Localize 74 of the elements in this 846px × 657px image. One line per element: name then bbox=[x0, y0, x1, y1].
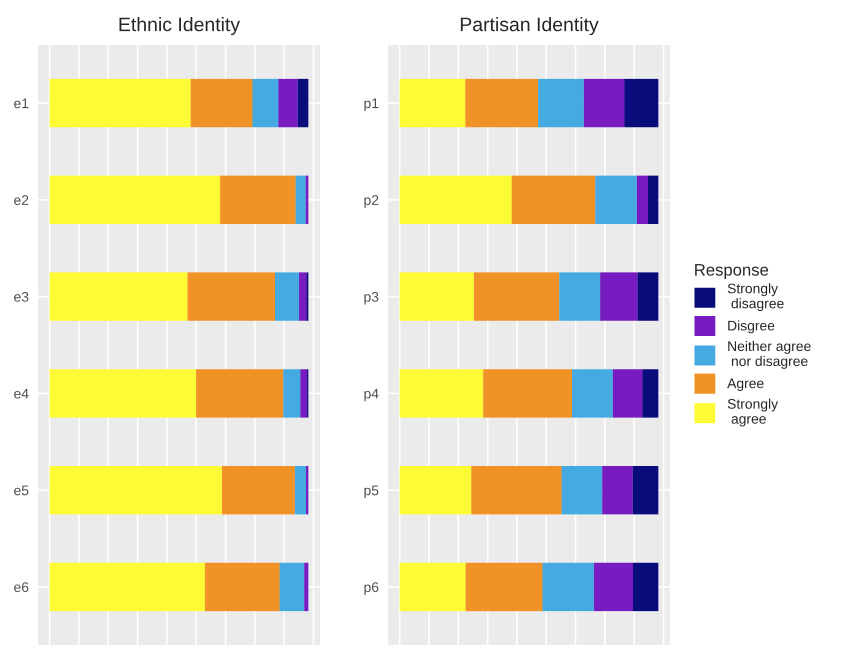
y-tick-label: p1 bbox=[364, 98, 378, 111]
bar bbox=[188, 272, 275, 321]
bar bbox=[400, 369, 484, 418]
bar bbox=[624, 78, 658, 128]
bar bbox=[400, 272, 474, 321]
bar bbox=[274, 272, 300, 321]
y-tick-label: p3 bbox=[364, 292, 378, 305]
bar bbox=[400, 176, 512, 224]
chart-title: Ethnic Identity bbox=[120, 17, 240, 36]
bar bbox=[636, 176, 648, 224]
bar bbox=[196, 369, 284, 418]
y-tick-label: e1 bbox=[14, 98, 28, 108]
legend-label: Agree bbox=[727, 378, 764, 391]
bar bbox=[300, 369, 308, 418]
bar bbox=[306, 176, 308, 224]
bar bbox=[559, 272, 600, 321]
y-tick-label: p2 bbox=[364, 195, 378, 208]
bar bbox=[294, 466, 306, 514]
bar bbox=[50, 78, 191, 128]
bar bbox=[600, 272, 638, 321]
y-tick-label: p6 bbox=[364, 582, 378, 595]
legend-label: Disgree bbox=[728, 320, 774, 334]
bar bbox=[466, 562, 542, 612]
bar bbox=[512, 176, 596, 224]
bar bbox=[572, 369, 613, 418]
y-tick-label: e3 bbox=[14, 292, 28, 302]
bar bbox=[50, 466, 222, 514]
bar bbox=[50, 562, 205, 612]
bar bbox=[304, 562, 308, 612]
bar bbox=[220, 176, 296, 224]
bar bbox=[648, 176, 658, 224]
bar bbox=[584, 78, 624, 128]
bar bbox=[50, 272, 188, 321]
legend-label: Strongly disagree bbox=[728, 283, 784, 312]
bar bbox=[400, 78, 466, 128]
legend-title: Response bbox=[695, 264, 768, 280]
chart-title: Partisan Identity bbox=[460, 17, 599, 36]
y-tick-label: e5 bbox=[14, 486, 28, 496]
bar bbox=[298, 78, 308, 128]
y-tick-label: p4 bbox=[364, 388, 379, 402]
bar bbox=[602, 466, 633, 514]
bar bbox=[471, 466, 562, 514]
y-tick-label: e2 bbox=[14, 195, 28, 206]
bar bbox=[296, 176, 306, 224]
bar bbox=[638, 272, 658, 321]
y-tick-label: p5 bbox=[364, 486, 378, 498]
bar bbox=[204, 562, 280, 612]
bar bbox=[190, 78, 252, 128]
legend-label: Neither agree nor disagree bbox=[728, 340, 811, 369]
bar bbox=[474, 272, 560, 321]
bar bbox=[252, 78, 278, 128]
bar bbox=[400, 466, 472, 514]
bar bbox=[465, 78, 538, 128]
bar bbox=[50, 369, 196, 418]
bar bbox=[595, 176, 637, 224]
y-tick-label: e6 bbox=[14, 582, 28, 592]
bar bbox=[594, 562, 634, 612]
bar bbox=[299, 272, 307, 321]
bar bbox=[542, 562, 594, 612]
bar bbox=[50, 176, 220, 224]
bar bbox=[222, 466, 295, 514]
bar bbox=[642, 369, 658, 418]
bar bbox=[632, 466, 658, 514]
y-tick-label: e4 bbox=[14, 388, 29, 399]
bar bbox=[633, 562, 658, 612]
legend-label: Strongly agree bbox=[728, 398, 778, 427]
bar bbox=[562, 466, 602, 514]
bar bbox=[280, 562, 304, 612]
bar bbox=[400, 562, 466, 612]
bar bbox=[278, 78, 298, 128]
bar bbox=[283, 369, 300, 418]
bar bbox=[483, 369, 572, 418]
bar bbox=[538, 78, 584, 128]
bar bbox=[612, 369, 642, 418]
